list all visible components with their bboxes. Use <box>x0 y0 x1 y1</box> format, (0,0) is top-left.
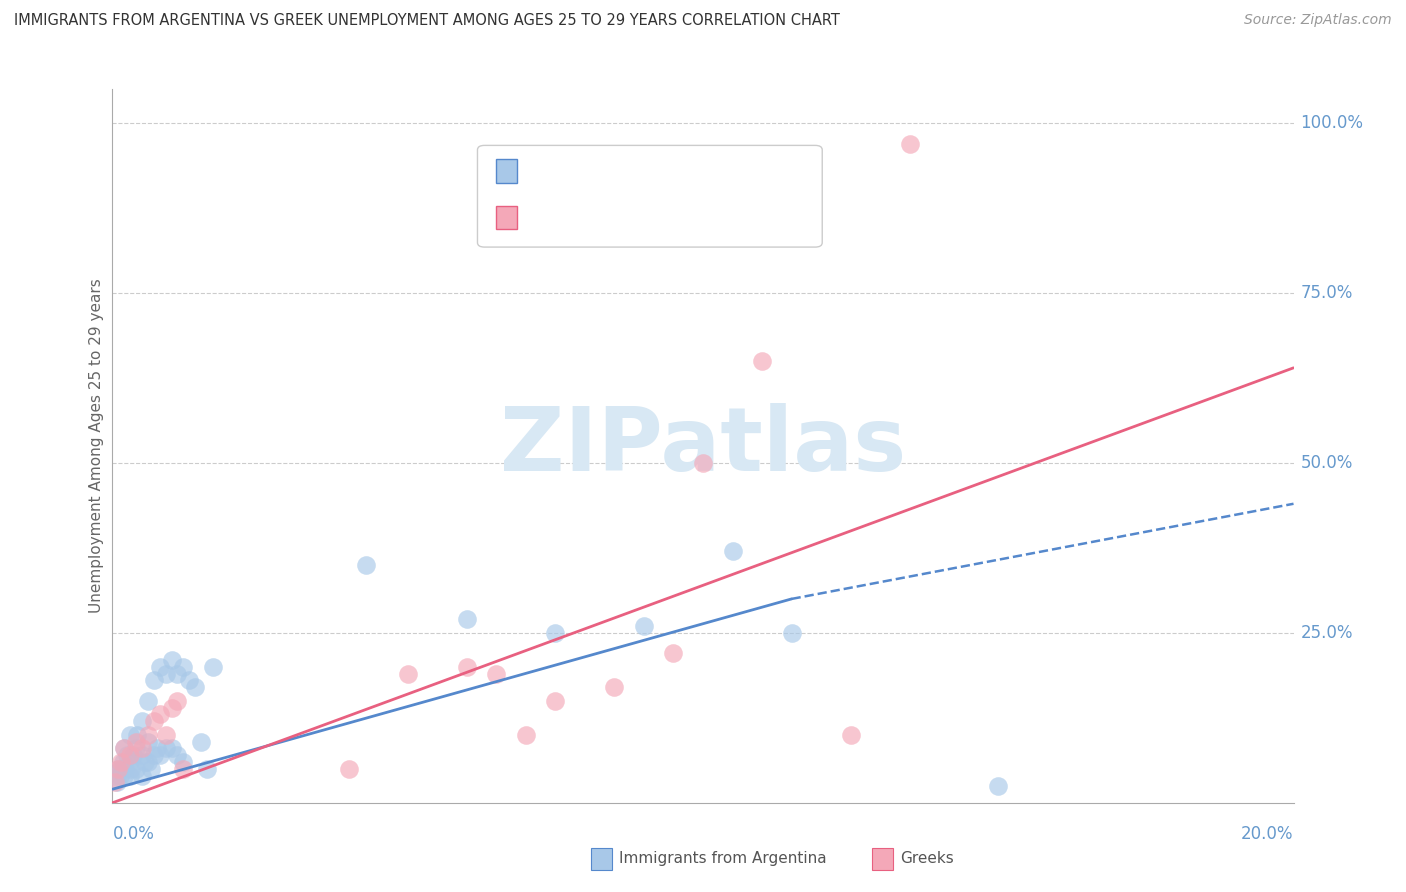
Point <box>110 762 132 776</box>
Point <box>172 762 194 776</box>
Point <box>146 741 169 756</box>
Text: 50.0%: 50.0% <box>1301 454 1353 472</box>
Point <box>112 741 135 756</box>
Point <box>134 755 156 769</box>
Point <box>136 694 159 708</box>
Point <box>633 619 655 633</box>
Text: 0.0%: 0.0% <box>112 825 155 843</box>
Point <box>780 626 803 640</box>
Point <box>166 694 188 708</box>
Point <box>155 666 177 681</box>
Point <box>117 748 138 763</box>
Point <box>396 666 419 681</box>
Point <box>112 755 135 769</box>
Point <box>456 612 478 626</box>
Point <box>136 734 159 748</box>
Text: Source: ZipAtlas.com: Source: ZipAtlas.com <box>1244 13 1392 28</box>
Point <box>160 741 183 756</box>
Text: IMMIGRANTS FROM ARGENTINA VS GREEK UNEMPLOYMENT AMONG AGES 25 TO 29 YEARS CORREL: IMMIGRANTS FROM ARGENTINA VS GREEK UNEMP… <box>14 13 839 29</box>
Point <box>515 728 537 742</box>
Point <box>692 456 714 470</box>
Point <box>112 769 135 783</box>
Text: Immigrants from Argentina: Immigrants from Argentina <box>619 851 827 866</box>
Point <box>142 748 165 763</box>
Point <box>155 741 177 756</box>
Text: R = 0.588: R = 0.588 <box>529 168 612 186</box>
Point <box>131 714 153 729</box>
Point <box>544 694 567 708</box>
Point <box>105 775 128 789</box>
Point <box>987 779 1010 793</box>
Point <box>127 728 149 742</box>
Point <box>108 769 131 783</box>
Text: 75.0%: 75.0% <box>1301 284 1353 302</box>
Point <box>721 544 744 558</box>
Point <box>142 673 165 688</box>
Point <box>139 762 162 776</box>
Point <box>337 762 360 776</box>
Text: R = 0.563: R = 0.563 <box>529 214 612 232</box>
Point <box>898 136 921 151</box>
Text: N = 51: N = 51 <box>620 168 682 186</box>
Point <box>166 748 188 763</box>
Point <box>120 755 142 769</box>
Point <box>142 714 165 729</box>
Point <box>120 748 142 763</box>
Point <box>456 660 478 674</box>
Point <box>149 748 172 763</box>
Point <box>195 762 218 776</box>
Y-axis label: Unemployment Among Ages 25 to 29 years: Unemployment Among Ages 25 to 29 years <box>89 278 104 614</box>
Text: ZIPatlas: ZIPatlas <box>501 402 905 490</box>
Point <box>125 741 148 756</box>
Point <box>110 755 132 769</box>
Point <box>172 660 194 674</box>
Point <box>160 700 183 714</box>
Point <box>125 762 148 776</box>
Point <box>603 680 626 694</box>
Point <box>104 769 127 783</box>
Point <box>544 626 567 640</box>
Text: 100.0%: 100.0% <box>1301 114 1364 132</box>
Point <box>120 762 142 776</box>
Point <box>172 755 194 769</box>
Point <box>662 646 685 660</box>
Point <box>136 755 159 769</box>
Point <box>136 728 159 742</box>
Point <box>131 748 153 763</box>
Point <box>107 762 129 776</box>
Point <box>107 762 129 776</box>
Point <box>120 728 142 742</box>
Point <box>120 769 142 783</box>
Point <box>485 666 508 681</box>
Point <box>114 762 136 776</box>
Text: 20.0%: 20.0% <box>1241 825 1294 843</box>
Point <box>160 653 183 667</box>
Point <box>122 748 145 763</box>
Point <box>131 741 153 756</box>
Point <box>166 666 188 681</box>
Point <box>149 660 172 674</box>
Point <box>839 728 862 742</box>
Point <box>184 680 207 694</box>
Point <box>149 707 172 722</box>
Point <box>179 673 201 688</box>
Text: 25.0%: 25.0% <box>1301 624 1353 642</box>
Point <box>201 660 224 674</box>
Point <box>112 741 135 756</box>
Point <box>356 558 378 572</box>
Point <box>125 734 148 748</box>
Point <box>751 354 773 368</box>
Point <box>131 769 153 783</box>
Text: N = 26: N = 26 <box>620 214 682 232</box>
Point <box>155 728 177 742</box>
Text: Greeks: Greeks <box>900 851 955 866</box>
Point <box>104 775 127 789</box>
Point <box>190 734 212 748</box>
